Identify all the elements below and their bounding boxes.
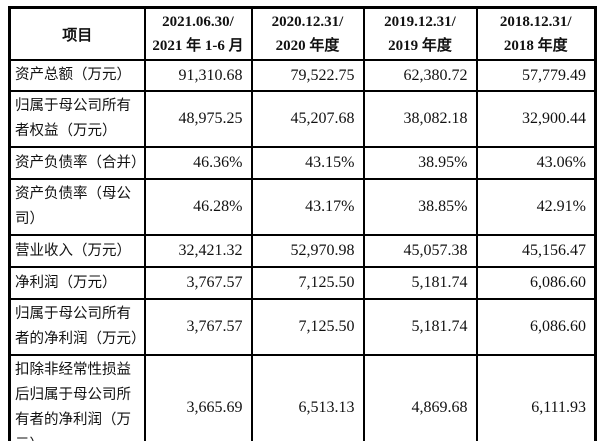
value-cell: 43.15%: [250, 146, 365, 180]
financial-indicators-table: 项目 2021.06.30/ 2021 年 1-6 月 2020.12.31/ …: [8, 6, 597, 441]
value-cell: 7,125.50: [250, 266, 365, 300]
value-cell: 32,421.32: [143, 234, 253, 268]
value-cell: 5,181.74: [362, 266, 478, 300]
table-row-debt-ratio-parent: 资产负债率（母公 司） 46.28% 43.17% 38.85% 42.91%: [8, 178, 597, 236]
table-header-row: 项目 2021.06.30/ 2021 年 1-6 月 2020.12.31/ …: [8, 6, 597, 61]
value-cell: 57,779.49: [475, 59, 597, 92]
table-row-debt-ratio-consolidated: 资产负债率（合并） 46.36% 43.15% 38.95% 43.06%: [8, 146, 597, 180]
column-header-period-2018: 2018.12.31/ 2018 年度: [475, 6, 597, 61]
row-label-cell: 资产负债率（母公 司）: [8, 178, 146, 236]
table-row-net-profit: 净利润（万元） 3,767.57 7,125.50 5,181.74 6,086…: [8, 266, 597, 300]
column-header-period-2021h1: 2021.06.30/ 2021 年 1-6 月: [143, 6, 253, 61]
value-cell: 32,900.44: [475, 90, 597, 148]
value-cell: 43.17%: [250, 178, 365, 236]
value-cell: 52,970.98: [250, 234, 365, 268]
value-cell: 6,513.13: [250, 354, 365, 441]
value-cell: 79,522.75: [250, 59, 365, 92]
value-cell: 62,380.72: [362, 59, 478, 92]
value-cell: 6,086.60: [475, 298, 597, 356]
value-cell: 7,125.50: [250, 298, 365, 356]
column-header-period-2019: 2019.12.31/ 2019 年度: [362, 6, 478, 61]
row-label-cell: 资产负债率（合并）: [8, 146, 146, 180]
value-cell: 46.28%: [143, 178, 253, 236]
row-label-cell: 扣除非经常性损益 后归属于母公司所 有者的净利润（万 元）: [8, 354, 146, 441]
value-cell: 38.95%: [362, 146, 478, 180]
value-cell: 3,665.69: [143, 354, 253, 441]
table-row-net-profit-parent: 归属于母公司所有 者的净利润（万元） 3,767.57 7,125.50 5,1…: [8, 298, 597, 356]
value-cell: 3,767.57: [143, 266, 253, 300]
value-cell: 4,869.68: [362, 354, 478, 441]
table-row-operating-revenue: 营业收入（万元） 32,421.32 52,970.98 45,057.38 4…: [8, 234, 597, 268]
value-cell: 43.06%: [475, 146, 597, 180]
value-cell: 91,310.68: [143, 59, 253, 92]
value-cell: 46.36%: [143, 146, 253, 180]
value-cell: 38.85%: [362, 178, 478, 236]
column-header-period-2020: 2020.12.31/ 2020 年度: [250, 6, 365, 61]
table-row-total-assets: 资产总额（万元） 91,310.68 79,522.75 62,380.72 5…: [8, 59, 597, 92]
table-row-net-profit-deducting-nonrecurring: 扣除非经常性损益 后归属于母公司所 有者的净利润（万 元） 3,665.69 6…: [8, 354, 597, 441]
row-label-cell: 归属于母公司所有 者权益（万元）: [8, 90, 146, 148]
table-row-parent-equity: 归属于母公司所有 者权益（万元） 48,975.25 45,207.68 38,…: [8, 90, 597, 148]
value-cell: 45,057.38: [362, 234, 478, 268]
row-label-cell: 营业收入（万元）: [8, 234, 146, 268]
value-cell: 45,156.47: [475, 234, 597, 268]
value-cell: 45,207.68: [250, 90, 365, 148]
value-cell: 6,086.60: [475, 266, 597, 300]
value-cell: 5,181.74: [362, 298, 478, 356]
row-label-cell: 归属于母公司所有 者的净利润（万元）: [8, 298, 146, 356]
value-cell: 48,975.25: [143, 90, 253, 148]
value-cell: 3,767.57: [143, 298, 253, 356]
value-cell: 38,082.18: [362, 90, 478, 148]
row-label-cell: 净利润（万元）: [8, 266, 146, 300]
row-label-cell: 资产总额（万元）: [8, 59, 146, 92]
value-cell: 42.91%: [475, 178, 597, 236]
column-header-item: 项目: [8, 6, 146, 61]
value-cell: 6,111.93: [475, 354, 597, 441]
